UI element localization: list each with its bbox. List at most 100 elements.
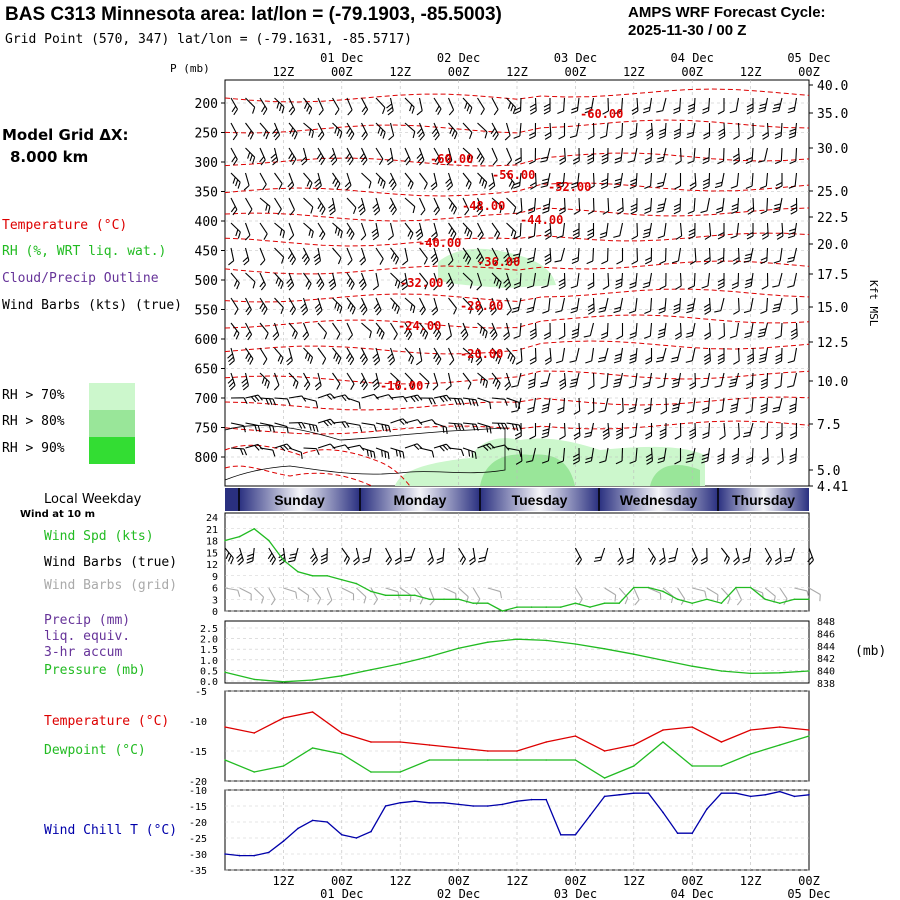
wind-barb bbox=[491, 272, 502, 289]
wind-barb bbox=[528, 122, 537, 140]
dewpoint-point bbox=[253, 771, 255, 773]
wind-barb bbox=[745, 372, 754, 390]
wind-barb bbox=[526, 272, 537, 289]
grid-wind-barb bbox=[399, 587, 412, 602]
wind-barb bbox=[358, 272, 367, 291]
wind-barb bbox=[288, 372, 299, 389]
precip-tick-label: 0.0 bbox=[200, 677, 218, 688]
wind-barb bbox=[419, 372, 430, 389]
surface-wind-barb bbox=[720, 547, 730, 565]
wind-chill-point bbox=[297, 827, 299, 830]
wind-barb bbox=[787, 97, 798, 114]
wind-barb bbox=[228, 247, 235, 266]
date-label-top: 02 Dec bbox=[437, 51, 480, 65]
wind-barb bbox=[616, 248, 624, 265]
wind-barb bbox=[387, 222, 394, 241]
surface-wind-barb bbox=[626, 547, 635, 565]
grid-wind-barb bbox=[794, 587, 810, 598]
grid-wind-barb bbox=[735, 587, 742, 606]
wind-barb bbox=[515, 197, 523, 215]
wind-barb bbox=[701, 272, 711, 289]
surface-wind-barb bbox=[647, 547, 656, 565]
legend-wind-chill: Wind Chill T (°C) bbox=[44, 823, 178, 838]
date-label-bottom: 03 Dec bbox=[554, 887, 597, 900]
wind-speed-point bbox=[764, 598, 766, 601]
wind-barb bbox=[674, 448, 682, 465]
wind-barb bbox=[514, 147, 522, 165]
surface-wind-barb bbox=[733, 547, 740, 566]
wind-barb bbox=[375, 97, 386, 114]
grid-wind-barb bbox=[706, 587, 719, 602]
wind-barb bbox=[506, 347, 516, 365]
pressure-point bbox=[574, 643, 577, 645]
isotherm-line bbox=[224, 182, 810, 197]
wind-barb bbox=[744, 272, 754, 289]
wind-barb bbox=[477, 372, 488, 389]
wind-gridlines bbox=[225, 513, 809, 612]
surface-wind-barb bbox=[807, 547, 814, 566]
wind-chill-point bbox=[341, 834, 343, 836]
wind-barb bbox=[559, 147, 566, 165]
isotherm-labels: -60.00 -60.00 -56.00 -52.00 -48.00 -44.00 -40.… bbox=[380, 107, 623, 393]
wind-speed-point bbox=[355, 582, 358, 585]
wind-barb bbox=[703, 247, 711, 265]
pressure-tick-label: 450 bbox=[195, 245, 218, 260]
wind-barb bbox=[259, 172, 267, 191]
wind-barb bbox=[460, 322, 469, 341]
wind-barb bbox=[513, 222, 522, 240]
wind-barb bbox=[673, 197, 682, 215]
wind-barb bbox=[404, 443, 423, 450]
temperature-point bbox=[457, 747, 460, 749]
wind-barb bbox=[573, 422, 581, 440]
wind-barb bbox=[714, 372, 725, 388]
wind-barb bbox=[314, 172, 322, 191]
wind-speed-point bbox=[311, 575, 314, 577]
wind-barb bbox=[259, 272, 266, 291]
height-tick-label: 20.0 bbox=[817, 238, 848, 253]
temperature-point bbox=[662, 729, 664, 731]
wind-barb bbox=[772, 297, 783, 313]
wind-barb bbox=[288, 395, 307, 402]
wind-barb bbox=[431, 122, 440, 141]
wind-barb bbox=[287, 247, 296, 266]
dewpoint-point bbox=[633, 765, 635, 767]
wind-barb bbox=[745, 147, 754, 165]
wind-barb bbox=[544, 222, 552, 240]
height-tick-label: 4.41 bbox=[817, 480, 848, 495]
wind-barb bbox=[462, 122, 473, 139]
wind-barb bbox=[430, 247, 439, 266]
wind-barb bbox=[475, 297, 484, 316]
wind-barb bbox=[230, 422, 246, 433]
wind-barb bbox=[288, 122, 298, 140]
wind-barb bbox=[433, 97, 442, 115]
wind-barb bbox=[447, 347, 455, 366]
wind-barb bbox=[346, 397, 361, 409]
wind-barb bbox=[686, 122, 696, 139]
wind-barb bbox=[657, 372, 667, 389]
grid-wind-barb bbox=[604, 587, 617, 602]
wind-barb bbox=[511, 247, 522, 263]
wind-barb bbox=[671, 397, 682, 414]
wind-barb bbox=[361, 393, 379, 400]
rh-legend-70-swatch bbox=[89, 383, 135, 410]
pressure-point bbox=[457, 647, 460, 649]
wind-barb bbox=[525, 447, 537, 463]
wind-barb bbox=[541, 422, 551, 439]
wind-barb bbox=[361, 97, 369, 116]
wind-barb bbox=[462, 222, 473, 239]
wind-barb bbox=[227, 347, 235, 366]
wind-chill-point bbox=[530, 798, 533, 801]
wind-barb bbox=[375, 422, 391, 433]
wind-speed-point bbox=[384, 594, 387, 597]
height-tick-label: 15.0 bbox=[817, 301, 848, 316]
wind-barb bbox=[288, 297, 296, 316]
wind-speed-point bbox=[414, 594, 416, 597]
wind-barb bbox=[601, 247, 609, 265]
wind-barb bbox=[730, 172, 740, 189]
wind-barb bbox=[444, 147, 453, 166]
wind-barb bbox=[528, 147, 537, 165]
pressure-axis-title: P (mb) bbox=[170, 62, 210, 75]
wind-barb bbox=[643, 397, 653, 414]
wind-barb bbox=[259, 347, 268, 366]
